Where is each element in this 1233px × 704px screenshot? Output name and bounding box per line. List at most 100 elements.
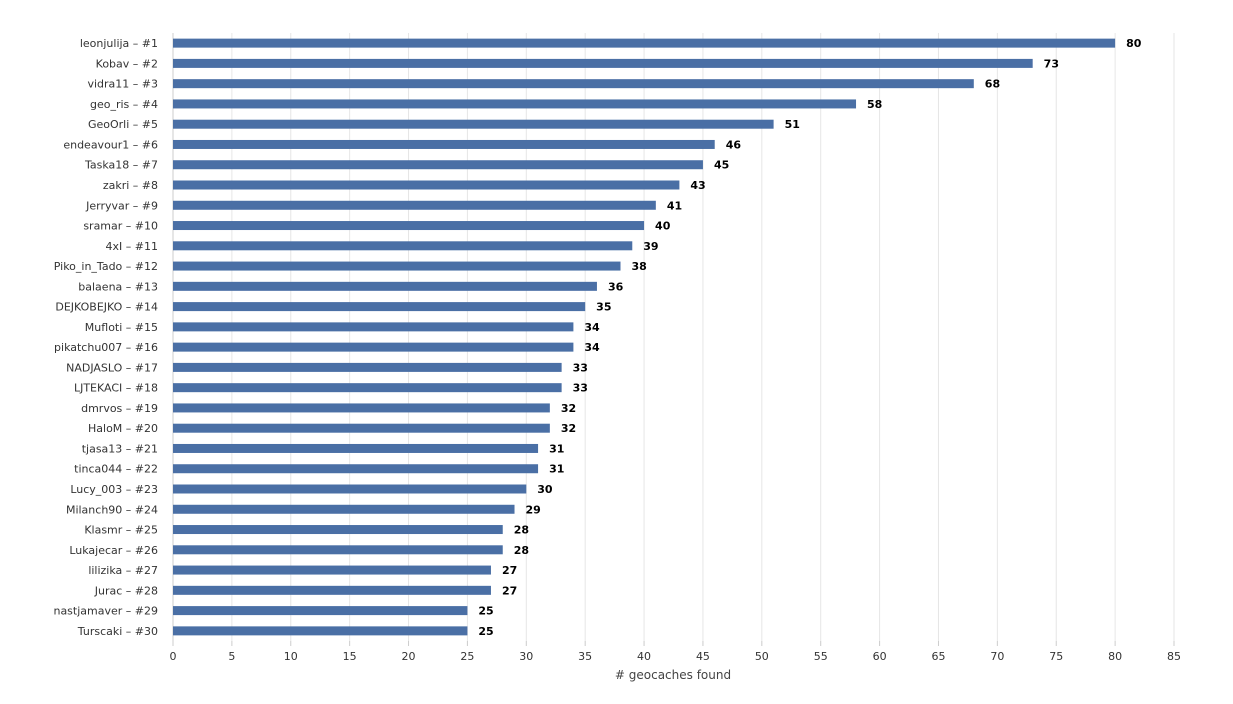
category-label: GeoOrli – #5 — [88, 118, 158, 131]
bar — [173, 241, 633, 251]
category-label: vidra11 – #3 — [87, 78, 158, 91]
bar — [173, 484, 527, 494]
bar — [173, 585, 491, 595]
data-label: 39 — [643, 240, 658, 253]
x-tick-label: 75 — [1049, 650, 1063, 663]
category-label: endeavour1 – #6 — [63, 138, 158, 151]
bar — [173, 525, 503, 535]
bar — [173, 403, 550, 413]
data-label: 35 — [596, 301, 611, 314]
category-label: dmrvos – #19 — [81, 402, 158, 415]
category-label: nastjamaver – #29 — [53, 605, 158, 618]
bar — [173, 626, 468, 636]
category-label: Klasmr – #25 — [84, 524, 158, 537]
category-label: geo_ris – #4 — [90, 98, 158, 111]
category-label: Taska18 – #7 — [84, 159, 158, 172]
bar — [173, 322, 574, 332]
category-label: balaena – #13 — [78, 280, 158, 293]
bar — [173, 565, 491, 575]
x-tick-label: 30 — [519, 650, 533, 663]
bar — [173, 99, 857, 109]
bar — [173, 606, 468, 616]
category-label: Piko_in_Tado – #12 — [54, 260, 158, 273]
bar — [173, 79, 974, 89]
data-label: 51 — [785, 118, 800, 131]
data-label: 28 — [514, 544, 529, 557]
bars-layer — [173, 38, 1116, 636]
x-tick-label: 85 — [1167, 650, 1181, 663]
bar — [173, 464, 539, 474]
x-tick-label: 35 — [578, 650, 592, 663]
bar — [173, 261, 621, 271]
bar — [173, 362, 562, 372]
data-label: 25 — [478, 625, 493, 638]
data-label: 34 — [584, 321, 600, 334]
category-label: Milanch90 – #24 — [66, 503, 158, 516]
bar — [173, 342, 574, 352]
x-tick-label: 60 — [873, 650, 887, 663]
data-label: 43 — [690, 179, 705, 192]
bar — [173, 119, 774, 129]
bar — [173, 443, 539, 453]
category-label: Turscaki – #30 — [77, 625, 158, 638]
category-label: tinca044 – #22 — [74, 463, 158, 476]
data-label: 33 — [573, 382, 588, 395]
category-label: LJTEKACI – #18 — [74, 382, 158, 395]
bar — [173, 58, 1033, 68]
data-label: 32 — [561, 422, 576, 435]
data-label: 28 — [514, 524, 529, 537]
category-label: 4xI – #11 — [106, 240, 158, 253]
data-label: 29 — [526, 503, 541, 516]
category-label: Lucy_003 – #23 — [70, 483, 158, 496]
x-tick-label: 0 — [170, 650, 177, 663]
category-label: sramar – #10 — [83, 220, 158, 233]
bar — [173, 160, 703, 170]
x-tick-label: 25 — [460, 650, 474, 663]
bar — [173, 302, 586, 312]
x-tick-label: 45 — [696, 650, 710, 663]
bar — [173, 281, 597, 291]
category-label: NADJASLO – #17 — [66, 361, 158, 374]
data-label: 41 — [667, 199, 682, 212]
ticks-layer: 0 5 10 15 20 25 30 35 40 45 50 55 60 65 70 75 80 85 — [170, 641, 1181, 663]
x-tick-label: 15 — [343, 650, 357, 663]
data-label: 36 — [608, 280, 624, 293]
bar — [173, 504, 515, 514]
category-label: leonjulija – #1 — [80, 37, 158, 50]
category-label: HaloM – #20 — [88, 422, 158, 435]
data-label: 73 — [1044, 57, 1059, 70]
x-tick-label: 55 — [814, 650, 828, 663]
grid-layer — [172, 33, 1175, 641]
x-tick-label: 70 — [990, 650, 1004, 663]
x-tick-label: 80 — [1108, 650, 1122, 663]
data-label: 45 — [714, 159, 729, 172]
data-label: 27 — [502, 584, 517, 597]
bar — [173, 545, 503, 555]
bar — [173, 383, 562, 393]
data-label: 40 — [655, 220, 671, 233]
category-label: lilizika – #27 — [88, 564, 158, 577]
data-label: 58 — [867, 98, 882, 111]
category-label: tjasa13 – #21 — [82, 442, 158, 455]
category-label: DEJKOBEJKO – #14 — [55, 301, 158, 314]
bar — [173, 180, 680, 190]
data-label: 32 — [561, 402, 576, 415]
category-label: Jurac – #28 — [94, 584, 158, 597]
data-label: 31 — [549, 442, 564, 455]
data-label: 33 — [573, 361, 588, 374]
x-tick-label: 5 — [228, 650, 235, 663]
bar — [173, 423, 550, 433]
category-label: Jerryvar – #9 — [85, 199, 158, 212]
x-tick-label: 50 — [755, 650, 769, 663]
category-label: Lukajecar – #26 — [69, 544, 158, 557]
bar — [173, 38, 1116, 48]
data-label: 80 — [1126, 37, 1142, 50]
x-tick-label: 10 — [284, 650, 298, 663]
bar — [173, 200, 656, 210]
category-label: pikatchu007 – #16 — [54, 341, 158, 354]
labels-layer: leonjulija – #1 80 Kobav – #2 73 vidra11 – #… — [53, 37, 1141, 638]
data-label: 38 — [632, 260, 647, 273]
data-label: 68 — [985, 78, 1000, 91]
category-label: zakri – #8 — [103, 179, 158, 192]
